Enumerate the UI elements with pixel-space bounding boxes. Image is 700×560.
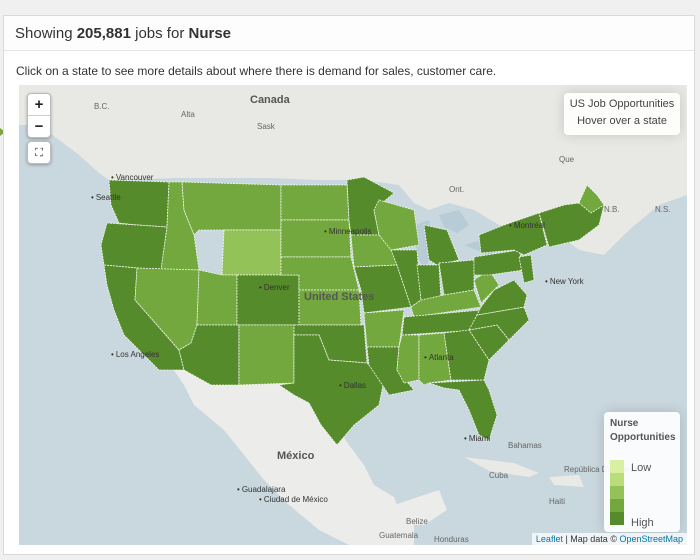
jobs-panel: Showing 205,881 jobs for Nurse Click on … (3, 15, 695, 555)
legend-swatch (610, 499, 624, 512)
state-wyoming[interactable] (221, 229, 282, 276)
label-bahamas: Bahamas (508, 441, 542, 450)
job-query: Nurse (188, 25, 232, 42)
info-hint: Hover over a state (577, 115, 667, 127)
state-utah[interactable] (196, 269, 238, 326)
city-atlanta: Atlanta (424, 353, 454, 362)
state-new-mexico[interactable] (238, 324, 295, 386)
state-indiana[interactable] (416, 264, 442, 301)
label-bc: B.C. (94, 102, 110, 111)
state-georgia[interactable] (443, 329, 490, 381)
state-kentucky[interactable] (410, 289, 482, 318)
legend-title-line2: Opportunities (610, 432, 676, 443)
heading-prefix: Showing (15, 25, 73, 42)
state-mississippi[interactable] (396, 334, 420, 384)
label-cuba: Cuba (489, 471, 509, 480)
us-states[interactable] (100, 176, 605, 446)
state-pennsylvania[interactable] (473, 249, 525, 276)
legend-swatches (610, 460, 624, 525)
results-heading: Showing 205,881 jobs for Nurse (15, 25, 231, 42)
legend-title-line1: Nurse (610, 418, 639, 429)
label-canada: Canada (250, 94, 290, 106)
city-denver: Denver (259, 283, 290, 292)
legend-swatch (610, 512, 624, 525)
city-vancouver: Vancouver (111, 173, 154, 182)
heading-middle: jobs for (135, 25, 185, 42)
map-svg (19, 85, 687, 545)
label-ns: N.S. (655, 205, 671, 214)
label-sask: Sask (257, 122, 275, 131)
attribution-separator: | Map data © (562, 534, 620, 544)
label-united-states: United States (304, 291, 375, 303)
legend-swatch (610, 460, 624, 473)
edge-marker (0, 128, 5, 136)
state-mid-atlantic[interactable] (518, 254, 535, 284)
city-montreal: Montréal (509, 221, 545, 230)
info-box: US Job Opportunities Hover over a state (564, 93, 680, 135)
fullscreen-button[interactable]: ⛶ (27, 141, 51, 164)
city-miami: Miami (464, 434, 490, 443)
mexico-land (169, 363, 414, 545)
state-missouri[interactable] (353, 264, 412, 314)
info-title: US Job Opportunities (569, 98, 675, 110)
state-idaho[interactable] (160, 181, 200, 271)
state-ohio[interactable] (438, 259, 475, 296)
yucatan-land (394, 490, 447, 525)
legend-swatch (610, 486, 624, 499)
openstreetmap-link[interactable]: OpenStreetMap (619, 534, 683, 544)
legend-title: Nurse Opportunities (610, 417, 676, 445)
city-seattle: Seattle (91, 193, 121, 202)
label-haiti: Haiti (549, 497, 566, 506)
cuba-land (464, 457, 539, 477)
map-attribution: Leaflet | Map data © OpenStreetMap (531, 533, 687, 545)
state-oregon[interactable] (100, 222, 168, 271)
legend-high-label: High (631, 517, 654, 529)
city-ciudad-de-mexico: Ciudad de México (259, 495, 328, 504)
legend-low-label: Low (631, 462, 652, 474)
map-instructions: Click on a state to see more details abo… (16, 64, 497, 78)
label-alta: Alta (181, 110, 195, 119)
state-louisiana[interactable] (366, 346, 415, 396)
label-honduras: Honduras (434, 535, 469, 544)
state-texas[interactable] (277, 334, 385, 446)
label-nb: N.B. (604, 205, 620, 214)
state-montana[interactable] (181, 181, 282, 236)
label-guatemala: Guatemala (379, 531, 419, 540)
panel-header: Showing 205,881 jobs for Nurse (4, 16, 694, 51)
zoom-out-button[interactable]: − (34, 118, 44, 135)
zoom-control: + − (27, 93, 51, 138)
choropleth-map[interactable]: Canada United States México B.C. Alta Sa… (19, 85, 687, 545)
city-los-angeles: Los Angeles (111, 350, 160, 359)
city-dallas: Dallas (339, 381, 366, 390)
state-north-carolina[interactable] (468, 306, 530, 341)
label-belize: Belize (406, 517, 428, 526)
state-north-dakota[interactable] (280, 184, 350, 221)
hispaniola-land (549, 475, 584, 487)
label-mexico: México (277, 450, 315, 462)
job-count: 205,881 (76, 25, 131, 42)
state-california[interactable] (103, 264, 185, 371)
canada-land (19, 85, 687, 255)
state-kansas[interactable] (298, 289, 362, 326)
label-ont: Ont. (449, 185, 465, 194)
state-florida[interactable] (428, 379, 498, 441)
label-que: Que (559, 155, 575, 164)
legend: Nurse Opportunities Low High (604, 412, 680, 532)
state-arkansas[interactable] (363, 309, 405, 348)
city-guadalajara: Guadalajara (237, 485, 286, 494)
state-washington[interactable] (108, 179, 170, 228)
city-minneapolis: Minneapolis (324, 227, 372, 236)
legend-swatch (610, 473, 624, 486)
leaflet-link[interactable]: Leaflet (535, 534, 563, 544)
state-maine[interactable] (578, 184, 605, 214)
state-south-dakota[interactable] (280, 219, 352, 258)
city-new-york: New York (545, 277, 584, 286)
zoom-in-button[interactable]: + (28, 94, 50, 116)
